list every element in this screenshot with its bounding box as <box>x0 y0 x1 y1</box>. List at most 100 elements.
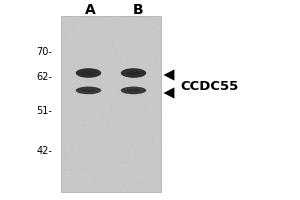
Point <box>82 56 86 59</box>
Point <box>112 107 117 110</box>
Point <box>143 39 148 42</box>
Point <box>133 130 138 133</box>
Point <box>118 31 123 34</box>
Point <box>142 73 147 76</box>
Point <box>102 154 107 158</box>
Point <box>93 95 98 98</box>
Point <box>65 64 70 67</box>
Point <box>78 158 82 161</box>
Point <box>140 30 145 33</box>
Point <box>143 24 148 27</box>
Point <box>116 163 121 167</box>
Point <box>70 148 75 151</box>
Point <box>66 116 70 119</box>
Point <box>129 103 134 106</box>
Point <box>103 36 107 40</box>
Point <box>88 75 93 78</box>
Point <box>158 117 163 120</box>
Point <box>68 134 72 137</box>
Point <box>136 15 140 19</box>
Point <box>158 172 163 175</box>
Point <box>124 45 128 48</box>
Point <box>148 46 153 49</box>
Point <box>123 74 128 78</box>
Point <box>104 142 109 145</box>
Point <box>145 127 149 130</box>
Point <box>122 38 127 41</box>
Point <box>70 24 75 27</box>
Point <box>157 110 161 113</box>
Point <box>150 74 154 77</box>
FancyBboxPatch shape <box>61 16 161 192</box>
Point <box>124 129 129 132</box>
Point <box>122 35 126 39</box>
Point <box>138 27 143 30</box>
Point <box>141 23 146 26</box>
Point <box>63 150 68 153</box>
Point <box>136 46 141 49</box>
Point <box>150 114 154 117</box>
Point <box>126 155 131 159</box>
Point <box>94 174 98 178</box>
Point <box>111 106 116 109</box>
Point <box>117 61 122 64</box>
Point <box>71 166 76 169</box>
Point <box>136 87 140 91</box>
Point <box>138 134 142 137</box>
Point <box>100 87 105 90</box>
Point <box>122 142 126 146</box>
Point <box>111 157 116 161</box>
Point <box>148 59 153 62</box>
Point <box>90 119 95 122</box>
Point <box>156 165 161 168</box>
Point <box>149 76 154 79</box>
Point <box>135 97 140 100</box>
Point <box>135 48 140 51</box>
Point <box>136 60 140 64</box>
Point <box>100 59 105 62</box>
Point <box>89 32 94 35</box>
Point <box>118 52 123 55</box>
Point <box>141 40 146 44</box>
Point <box>110 185 115 188</box>
Point <box>119 187 124 190</box>
Point <box>99 16 103 19</box>
Point <box>136 117 141 120</box>
Point <box>60 43 64 47</box>
Point <box>61 113 66 116</box>
Point <box>80 156 85 159</box>
Point <box>102 58 106 61</box>
Point <box>59 159 64 163</box>
Point <box>136 39 141 42</box>
Point <box>147 91 152 95</box>
Point <box>130 76 135 79</box>
Point <box>88 121 93 124</box>
Point <box>133 83 138 86</box>
Point <box>108 41 112 45</box>
Point <box>110 122 115 125</box>
Point <box>140 26 145 29</box>
Point <box>68 124 73 127</box>
Point <box>94 86 99 89</box>
Point <box>73 80 78 84</box>
Point <box>82 76 87 80</box>
Point <box>89 170 94 173</box>
Point <box>138 175 142 178</box>
Point <box>60 21 65 24</box>
Point <box>111 179 116 182</box>
Point <box>65 26 70 29</box>
Point <box>134 178 139 181</box>
Point <box>148 82 153 85</box>
Point <box>106 62 110 65</box>
Point <box>106 63 110 66</box>
Point <box>158 150 163 153</box>
Point <box>144 166 149 169</box>
Point <box>82 75 87 78</box>
Point <box>119 156 124 159</box>
Point <box>120 165 125 168</box>
Point <box>92 65 97 69</box>
Point <box>68 181 72 185</box>
Point <box>126 38 130 42</box>
Point <box>84 42 88 45</box>
Point <box>123 161 128 164</box>
